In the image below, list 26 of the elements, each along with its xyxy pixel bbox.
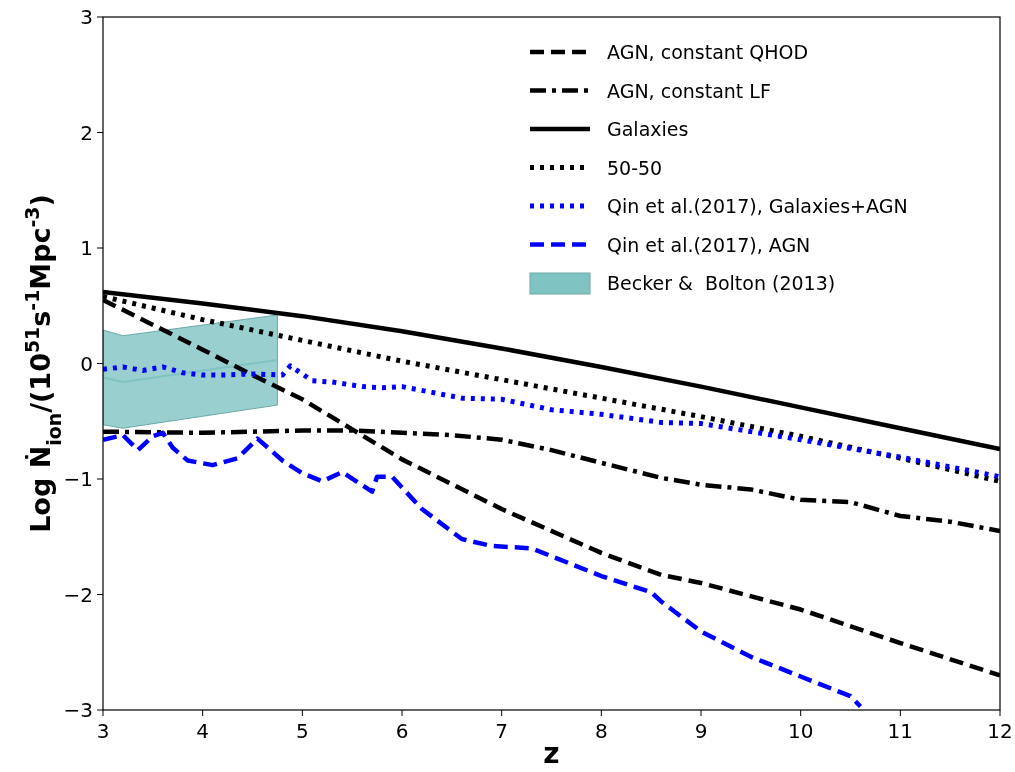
x-tick-label: 12 — [987, 719, 1013, 743]
y-tick-label: −1 — [63, 467, 93, 491]
legend-label: AGN, constant LF — [607, 79, 771, 102]
y-tick-label: 3 — [80, 5, 93, 29]
y-tick-label: 0 — [80, 351, 93, 376]
legend-label: Becker & Bolton (2013) — [607, 272, 836, 294]
y-tick-label: 2 — [80, 120, 93, 145]
legend-label: Qin et al.(2017), Galaxies+AGN — [607, 195, 908, 217]
x-tick-label: 8 — [594, 719, 608, 743]
legend-label: AGN, constant QHOD — [607, 41, 809, 63]
legend-label: 50-50 — [607, 156, 663, 179]
x-axis-title: z — [543, 737, 560, 770]
x-tick-label: 5 — [295, 719, 309, 743]
y-tick-label: −3 — [63, 698, 93, 722]
line-series — [103, 430, 863, 709]
y-tick-label: −2 — [63, 582, 93, 607]
x-tick-label: 3 — [96, 719, 110, 743]
x-tick-label: 11 — [887, 719, 914, 743]
x-tick-label: 10 — [787, 719, 814, 743]
x-tick-label: 4 — [196, 719, 210, 743]
legend-label: Qin et al.(2017), AGN — [607, 233, 811, 256]
legend-label: Galaxies — [607, 118, 689, 140]
x-tick-label: 9 — [694, 719, 708, 743]
x-tick-label: 7 — [495, 719, 509, 743]
x-tick-label: 6 — [395, 719, 409, 743]
y-tick-label: 1 — [80, 236, 93, 260]
